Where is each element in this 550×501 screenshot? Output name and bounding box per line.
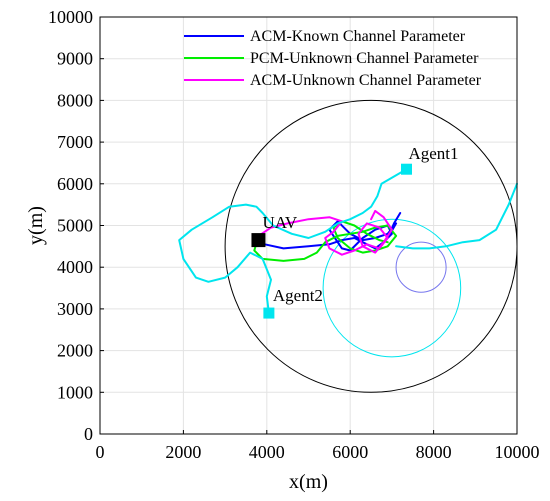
y-tick-label: 9000 (57, 49, 93, 69)
y-tick-label: 0 (84, 424, 93, 444)
legend-label: PCM-Unknown Channel Parameter (250, 50, 479, 67)
x-tick-label: 6000 (332, 442, 368, 462)
x-tick-label: 2000 (165, 442, 201, 462)
y-axis-label: y(m) (25, 206, 47, 245)
y-tick-label: 4000 (57, 257, 93, 277)
marker-square (251, 233, 266, 248)
y-tick-label: 7000 (57, 132, 93, 152)
marker-label: UAV (262, 213, 297, 232)
y-tick-label: 2000 (57, 341, 93, 361)
range-circle (395, 241, 447, 293)
marker-label: Agent1 (408, 144, 458, 163)
marker-square (263, 307, 275, 319)
legend: ACM-Known Channel Parameter PCM-Unknown C… (184, 28, 482, 89)
tick-labels: 0 2000 4000 6000 8000 10000 0 1000 2000 3000 4000 5… (48, 7, 540, 462)
y-tick-label: 10000 (48, 7, 93, 27)
y-tick-label: 8000 (57, 90, 93, 110)
legend-label: ACM-Unknown Channel Parameter (250, 72, 482, 89)
x-tick-label: 0 (96, 442, 105, 462)
y-tick-label: 6000 (57, 174, 93, 194)
x-tick-label: 4000 (249, 442, 285, 462)
y-tick-label: 5000 (57, 216, 93, 236)
legend-label: ACM-Known Channel Parameter (250, 28, 466, 45)
x-tick-label: 8000 (416, 442, 452, 462)
trajectories (178, 168, 518, 315)
series-line (395, 182, 518, 250)
x-axis-label: x(m) (289, 471, 328, 493)
y-tick-label: 3000 (57, 299, 93, 319)
series-line (178, 168, 408, 315)
range-circle (322, 218, 462, 358)
x-tick-label: 10000 (495, 442, 540, 462)
y-tick-label: 1000 (57, 382, 93, 402)
markers: UAV Agent1 Agent2 (251, 144, 459, 319)
marker-label: Agent2 (273, 286, 323, 305)
marker-square (400, 163, 412, 175)
series-line (257, 209, 393, 256)
